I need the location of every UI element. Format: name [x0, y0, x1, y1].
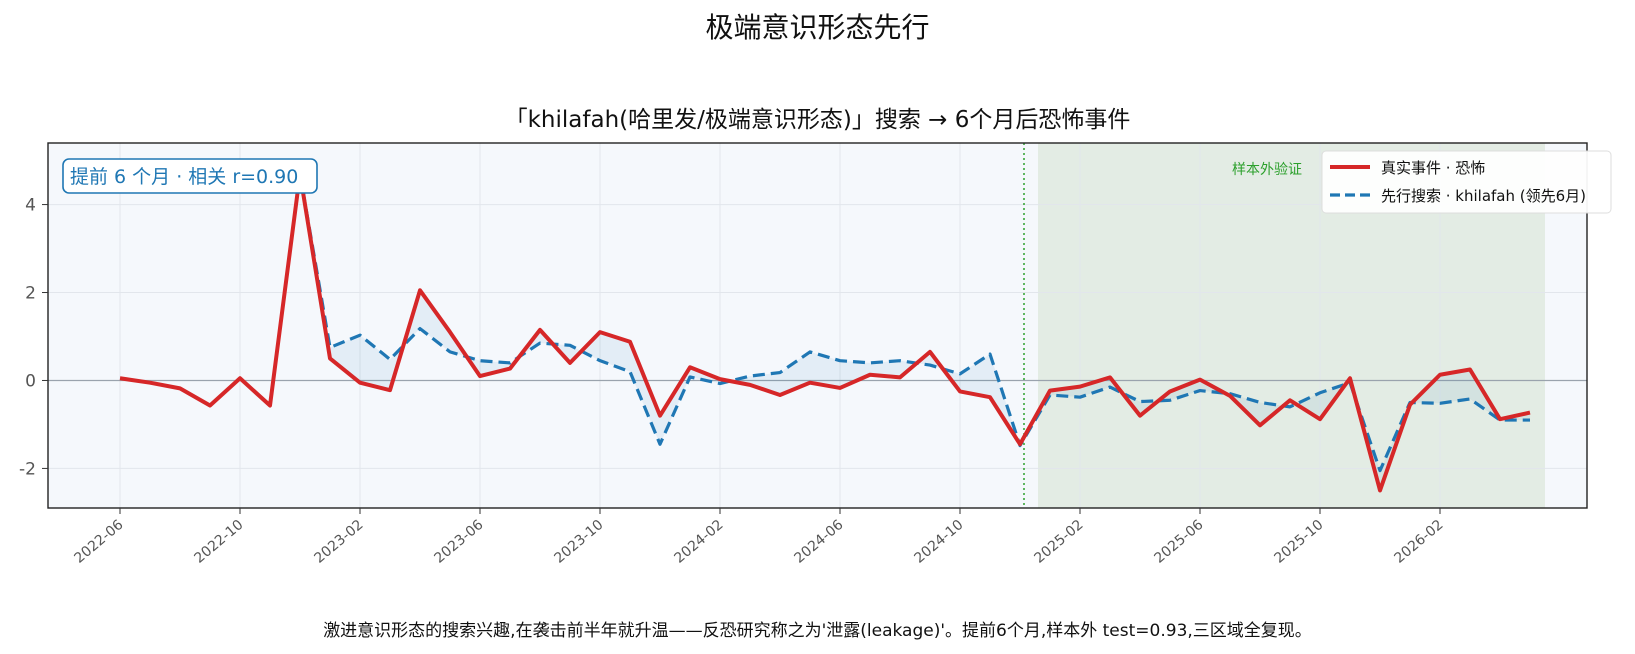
annotation-frame [62, 158, 318, 194]
chart-title: 极端意识形态先行 [705, 11, 930, 44]
x-tick-label: 2022-10 [191, 517, 246, 567]
annotation-text: 提前 6 个月 · 相关 r=0.90 [70, 166, 298, 188]
x-tick-label: 2025-02 [1031, 517, 1086, 567]
x-tick-label: 2023-06 [431, 517, 486, 567]
x-tick-label: 2022-06 [71, 517, 126, 567]
y-axis: -2 0 2 4 [19, 196, 48, 479]
y-tick-label: 2 [25, 284, 36, 304]
y-tick-label: 0 [25, 371, 36, 391]
grid [48, 143, 1587, 508]
x-axis: 2022-06 2022-10 2023-02 2023-06 2023-10 2024-… [71, 508, 1447, 567]
legend: 真实事件 · 恐怖 先行搜索 · khilafah (领先6月) [1321, 150, 1612, 214]
x-tick-label: 2025-06 [1151, 517, 1206, 567]
x-tick-label: 2024-06 [791, 517, 846, 567]
legend-frame [1321, 150, 1612, 214]
x-tick-label: 2024-10 [911, 517, 966, 567]
x-tick-label: 2025-10 [1271, 517, 1326, 567]
x-tick-label: 2024-02 [671, 517, 726, 567]
y-tick-label: 4 [25, 196, 36, 216]
x-tick-label: 2026-02 [1391, 517, 1446, 567]
oos-label: 样本外验证 [1232, 162, 1302, 178]
series-actual-line [119, 171, 1531, 493]
legend-label-lead: 先行搜索 · khilafah (领先6月) [1381, 187, 1586, 205]
plot-frame [47, 142, 1588, 509]
annotation-box: 提前 6 个月 · 相关 r=0.90 [62, 158, 318, 194]
legend-label-actual: 真实事件 · 恐怖 [1381, 159, 1485, 177]
y-tick-label: -2 [19, 459, 36, 479]
chart-subtitle: 「khilafah(哈里发/极端意识形态)」搜索 → 6个月后恐怖事件 [504, 107, 1131, 133]
x-tick-label: 2023-10 [551, 517, 606, 567]
x-tick-label: 2023-02 [311, 517, 366, 567]
footer-caption: 激进意识形态的搜索兴趣,在袭击前半年就升温——反恐研究称之为'泄露(leakag… [323, 621, 1312, 641]
